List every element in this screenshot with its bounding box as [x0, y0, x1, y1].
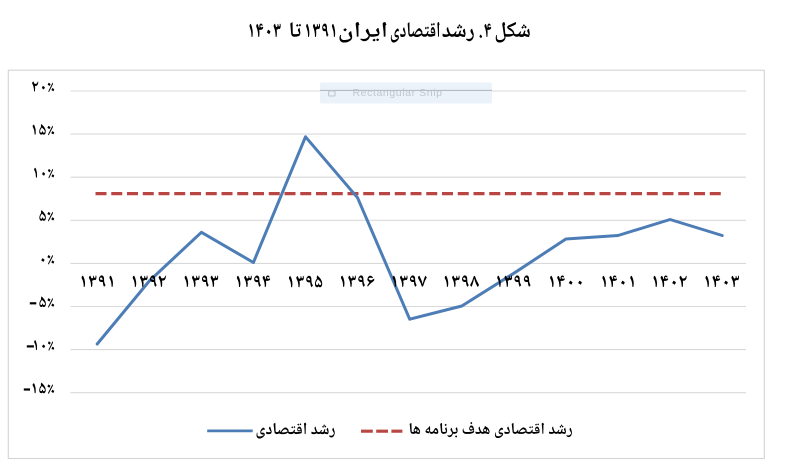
svg-text:Rectangular Snip: Rectangular Snip — [353, 87, 443, 99]
